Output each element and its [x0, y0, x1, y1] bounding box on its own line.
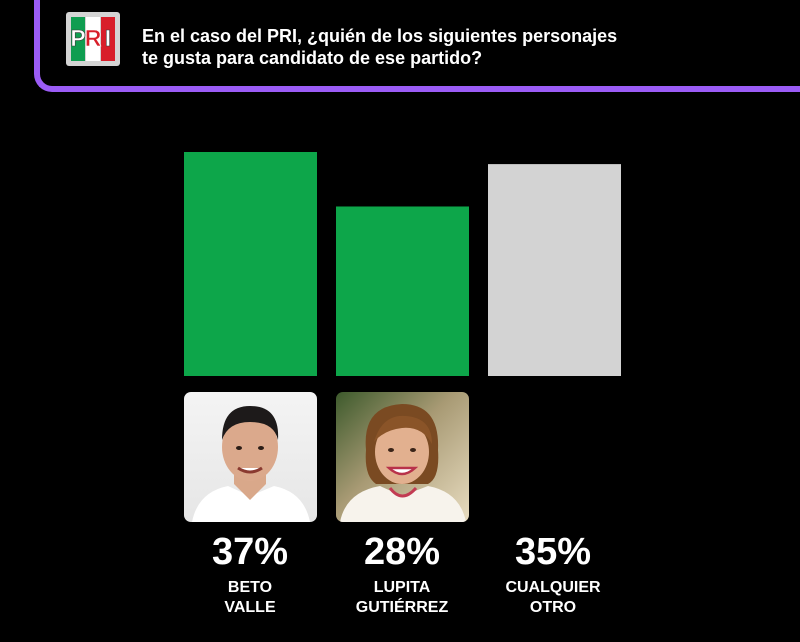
bar-chart — [184, 152, 621, 376]
title-line-2: te gusta para candidato de ese partido? — [142, 48, 483, 68]
bar-cualquier-otro — [488, 164, 621, 376]
category-label-lupita: LUPITA — [373, 579, 431, 596]
logo-white-stripe — [86, 17, 100, 61]
chart-title: En el caso del PRI, ¿quién de los siguie… — [142, 25, 762, 69]
logo-green-stripe — [71, 17, 85, 61]
title-line-1: En el caso del PRI, ¿quién de los siguie… — [142, 26, 618, 46]
header-frame — [34, 0, 800, 92]
bar-beto-valle — [184, 152, 317, 376]
portrait-woman-icon — [340, 404, 466, 522]
category-label-beto: BETO — [227, 579, 273, 596]
value-label-cualquier-otro: 35% — [514, 531, 592, 573]
candidate-photo-lupita-gutierrez — [336, 392, 469, 522]
pri-logo: P R I — [66, 12, 120, 66]
logo-letter-r: R — [84, 25, 102, 52]
logo-letter-p: P — [70, 25, 86, 52]
bar-lupita-gutiérrez — [336, 206, 469, 376]
value-label-lupita-gutierrez: 28% — [363, 531, 441, 573]
candidate-photo-beto-valle — [184, 392, 317, 522]
logo-letter-i: I — [104, 25, 112, 52]
category-label-otro: OTRO — [529, 599, 577, 616]
value-label-beto-valle: 37% — [211, 531, 289, 573]
logo-red-stripe — [101, 17, 115, 61]
category-label-valle: VALLE — [224, 599, 276, 616]
category-label-cualquier: CUALQUIER — [505, 579, 601, 596]
category-label-gutierrez: GUTIÉRREZ — [355, 599, 449, 616]
portrait-man-icon — [192, 406, 310, 522]
